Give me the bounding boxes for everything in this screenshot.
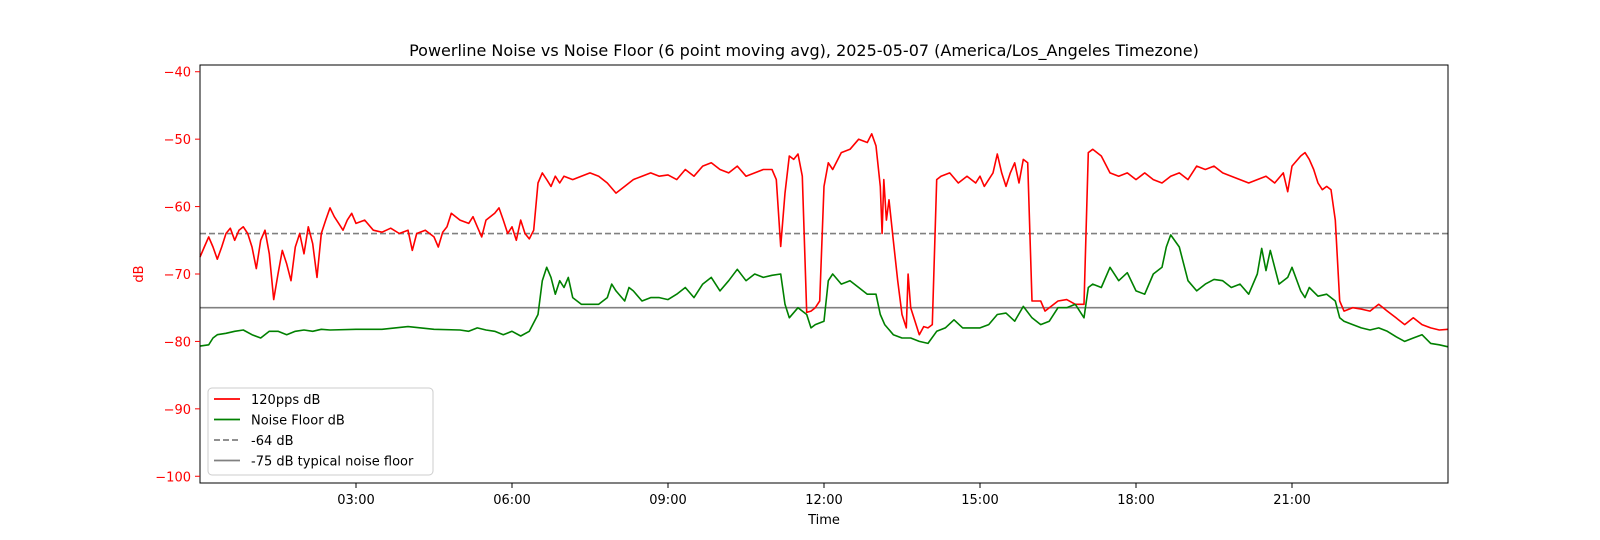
legend-box [207, 387, 434, 476]
x-tick-label: 18:00 [1117, 493, 1154, 508]
x-tick-label: 15:00 [961, 493, 998, 508]
legend: 120pps dB Noise Floor dB -64 dB -75 dB typi… [207, 387, 434, 476]
y-tick-label: −60 [164, 201, 191, 216]
x-axis: 03:00 06:00 09:00 12:00 15:00 18:00 21:00 [337, 483, 1311, 508]
x-tick-label: 06:00 [493, 493, 530, 508]
y-tick-label: −70 [164, 268, 191, 283]
x-axis-label: Time [807, 513, 840, 528]
legend-label: 120pps dB [251, 393, 320, 408]
x-tick-label: 03:00 [337, 493, 374, 508]
chart-title: Powerline Noise vs Noise Floor (6 point … [409, 41, 1199, 61]
legend-label: -75 dB typical noise floor [251, 455, 414, 470]
series-line-signal [199, 133, 1449, 336]
series-line-noise-floor [199, 234, 1449, 348]
legend-label: Noise Floor dB [251, 414, 345, 429]
y-tick-label: −50 [164, 133, 191, 148]
y-tick-label: −80 [164, 335, 191, 350]
y-tick-label: −90 [164, 403, 191, 418]
x-tick-label: 21:00 [1273, 493, 1310, 508]
y-axis-label: dB [132, 265, 147, 282]
legend-label: -64 dB [251, 434, 294, 449]
y-axis: −40 −50 −60 −70 −80 −90 −100 [155, 66, 200, 485]
y-tick-label: −40 [164, 66, 191, 81]
y-tick-label: −100 [155, 470, 191, 485]
x-tick-label: 12:00 [805, 493, 842, 508]
x-tick-label: 09:00 [649, 493, 686, 508]
